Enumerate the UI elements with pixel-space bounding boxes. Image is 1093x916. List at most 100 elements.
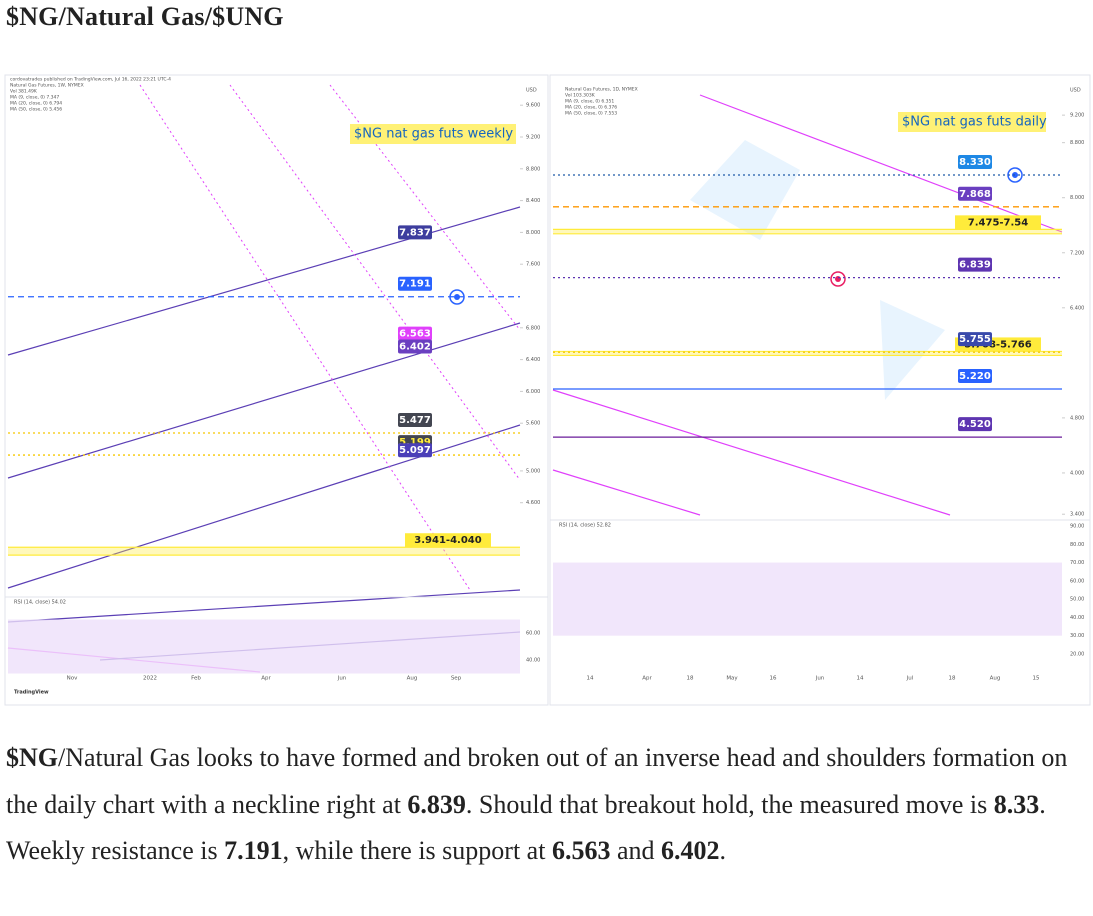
rsi-band bbox=[553, 562, 1062, 636]
logo: TradingView bbox=[14, 690, 49, 696]
chart-header: Natural Gas Futures, 1W, NYMEX bbox=[10, 83, 84, 89]
rsi-tick-label: 70.00 bbox=[1070, 560, 1084, 566]
level-label: 5.220 bbox=[959, 371, 991, 382]
x-tick-label: Jun bbox=[815, 676, 825, 682]
level-label-bg bbox=[398, 412, 432, 427]
chart-header: MA (9, close, 0) 6.351 bbox=[565, 99, 614, 105]
rsi-tick-label: 20.00 bbox=[1070, 651, 1084, 657]
paragraph: $NG/Natural Gas looks to have formed and… bbox=[6, 735, 1086, 875]
weekly-frame bbox=[4, 74, 549, 706]
x-tick-label: Jun bbox=[337, 676, 347, 682]
bold-text: 6.402 bbox=[661, 836, 720, 865]
band-label: 5.708-5.766 bbox=[964, 339, 1031, 350]
chart-label: $NG nat gas futs weekly bbox=[354, 127, 513, 142]
level-label-bg bbox=[958, 368, 992, 383]
level-band bbox=[553, 229, 1062, 234]
y-tick-label: 4.600 bbox=[526, 500, 540, 506]
x-tick-label: Jul bbox=[906, 676, 914, 682]
x-tick-label: Apr bbox=[261, 676, 271, 682]
level-band bbox=[553, 351, 1062, 356]
level-label-bg bbox=[398, 276, 432, 291]
text: and bbox=[610, 836, 661, 865]
level-label: 8.330 bbox=[959, 157, 991, 168]
level-label-bg bbox=[958, 332, 992, 347]
y-tick-label: 4.000 bbox=[1070, 470, 1084, 476]
y-tick-label: 8.000 bbox=[526, 230, 540, 236]
rsi-band bbox=[8, 619, 520, 674]
rsi-tick-label: 40.00 bbox=[526, 658, 540, 664]
y-tick-label: 7.600 bbox=[526, 262, 540, 268]
x-tick-label: 14 bbox=[857, 676, 864, 682]
band-label-bg bbox=[955, 215, 1041, 230]
text: . bbox=[719, 836, 727, 865]
x-tick-label: Sep bbox=[451, 676, 462, 682]
x-tick-label: Apr bbox=[642, 676, 652, 682]
text: /Natural Gas looks to have formed and br… bbox=[6, 743, 1068, 819]
text: , while there is support at bbox=[282, 836, 552, 865]
y-tick-label: 5.600 bbox=[526, 421, 540, 427]
level-label: 7.868 bbox=[959, 189, 991, 200]
level-label-bg bbox=[958, 155, 992, 169]
level-label-bg bbox=[398, 326, 432, 341]
level-label: 7.837 bbox=[399, 227, 431, 238]
y-tick-label: 5.000 bbox=[526, 468, 540, 474]
rsi-tick-label: 60.00 bbox=[526, 631, 540, 637]
text: . Should that breakout hold, the measure… bbox=[465, 789, 994, 819]
bold-text: 6.839 bbox=[407, 789, 466, 819]
rsi-label: RSI (14, close) 52.82 bbox=[559, 523, 611, 529]
x-tick-label: Aug bbox=[407, 676, 418, 682]
y-tick-label: 9.200 bbox=[526, 134, 540, 140]
title: $NG/Natural Gas/$UNG bbox=[6, 2, 284, 31]
chart-header: cordovatrades published on TradingView.c… bbox=[10, 77, 171, 83]
y-tick-label: 8.000 bbox=[1070, 195, 1084, 201]
x-tick-label: 15 bbox=[1033, 676, 1040, 682]
x-tick-label: Nov bbox=[67, 676, 78, 682]
chart-label-bg bbox=[898, 112, 1046, 132]
band-label: 7.475-7.54 bbox=[968, 217, 1028, 228]
currency: USD bbox=[1070, 88, 1081, 94]
bold-text: 6.563 bbox=[551, 836, 611, 865]
rsi-tick-label: 40.00 bbox=[1070, 615, 1084, 621]
rsi-tick-label: 60.00 bbox=[1070, 578, 1084, 584]
y-tick-label: 7.200 bbox=[1070, 250, 1084, 256]
chart-header: MA (50, close, 0) 5.456 bbox=[10, 107, 62, 113]
level-label: 6.402 bbox=[399, 341, 431, 352]
x-tick-label: 14 bbox=[587, 676, 594, 682]
rsi-tick-label: 50.00 bbox=[1070, 597, 1084, 603]
level-label: 7.191 bbox=[399, 279, 431, 290]
rsi-tick-label: 30.00 bbox=[1070, 633, 1084, 639]
bold-text: $NG bbox=[6, 743, 58, 772]
level-label: 5.097 bbox=[399, 445, 431, 456]
x-tick-label: Feb bbox=[191, 676, 201, 682]
y-tick-label: 3.400 bbox=[1070, 512, 1084, 518]
y-tick-label: 6.400 bbox=[526, 357, 540, 363]
level-label: 5.755 bbox=[959, 334, 991, 345]
level-label-bg bbox=[398, 443, 432, 458]
y-tick-label: 8.800 bbox=[1070, 140, 1084, 146]
chart-header: MA (20, close, 0) 6.376 bbox=[565, 105, 617, 111]
rsi-tick-label: 80.00 bbox=[1070, 542, 1084, 548]
level-label: 6.839 bbox=[959, 260, 991, 271]
y-tick-label: 8.400 bbox=[526, 198, 540, 204]
chart-label: $NG nat gas futs daily bbox=[902, 115, 1047, 130]
chart-header: Vol 103.303K bbox=[565, 93, 596, 99]
chart-header: Vol 381.49K bbox=[10, 89, 38, 95]
level-label: 5.199 bbox=[399, 437, 431, 448]
band-label-bg bbox=[405, 533, 491, 548]
x-tick-label: May bbox=[726, 676, 738, 682]
y-tick-label: 6.800 bbox=[526, 325, 540, 331]
rsi-label: RSI (14, close) 54.02 bbox=[14, 600, 66, 606]
chart-header: MA (9, close, 0) 7.347 bbox=[10, 95, 59, 101]
x-tick-label: 18 bbox=[949, 676, 956, 682]
y-tick-label: 9.200 bbox=[1070, 113, 1084, 119]
chart-label-bg bbox=[350, 124, 516, 144]
y-tick-label: 6.000 bbox=[526, 389, 540, 395]
level-band bbox=[8, 547, 520, 556]
level-label-bg bbox=[398, 225, 432, 240]
daily-trendlines bbox=[552, 94, 1063, 516]
y-tick-label: 6.400 bbox=[1070, 305, 1084, 311]
level-label: 6.563 bbox=[399, 329, 431, 340]
level-label-bg bbox=[398, 339, 432, 354]
